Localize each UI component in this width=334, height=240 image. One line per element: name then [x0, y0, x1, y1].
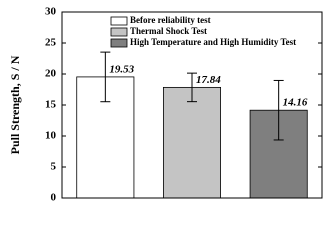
data-label: 19.53 — [109, 63, 134, 75]
y-tick-label: 10 — [45, 130, 57, 142]
error-bar — [187, 72, 197, 103]
chart: Pull Strength, S / N 0 5 10 15 20 25 30 19.53 17… — [8, 6, 323, 204]
legend-label: Before reliability test — [130, 15, 211, 25]
legend-swatch — [110, 27, 128, 37]
data-label: 17.84 — [196, 74, 221, 86]
error-bar — [100, 51, 111, 103]
y-tick-label: 30 — [45, 6, 57, 18]
y-tick-label: 25 — [45, 37, 57, 49]
error-bar — [273, 79, 284, 141]
y-tick-label: 20 — [45, 68, 57, 80]
y-tick-label: 0 — [51, 192, 57, 204]
y-axis-label: Pull Strength, S / N — [8, 55, 22, 154]
y-tick-label: 15 — [45, 99, 57, 111]
legend-label: High Temperature and High Humidity Test — [130, 37, 296, 47]
plot-frame — [61, 11, 323, 199]
data-label: 14.16 — [283, 97, 308, 109]
legend-label: Thermal Shock Test — [130, 26, 207, 36]
bar — [162, 86, 221, 199]
legend-swatch — [110, 38, 128, 48]
legend-swatch — [110, 16, 128, 26]
y-tick-label: 5 — [51, 161, 57, 173]
